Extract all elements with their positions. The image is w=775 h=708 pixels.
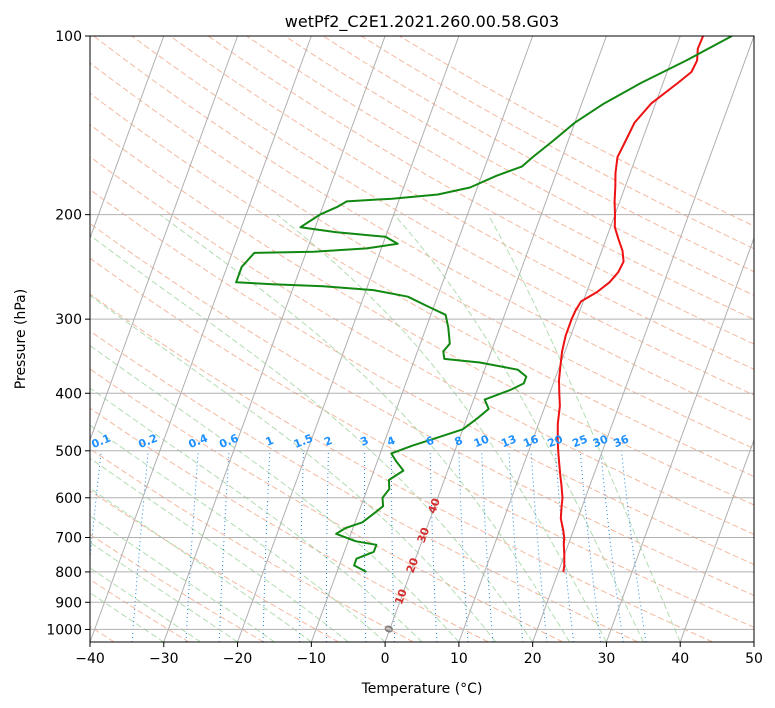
moist-adiabat-line xyxy=(90,487,312,642)
dry-adiabat-label: 40 xyxy=(425,496,443,515)
y-axis-label: Pressure (hPa) xyxy=(13,289,29,389)
y-tick-label: 400 xyxy=(55,386,82,402)
isotherm-line xyxy=(384,36,607,642)
isotherm-line xyxy=(605,236,754,642)
x-tick-label: 10 xyxy=(450,651,468,667)
moist-adiabat-line xyxy=(90,592,165,642)
isotherm-line xyxy=(163,36,386,642)
mixing-ratio-label: 36 xyxy=(612,432,631,450)
x-tick-label: 0 xyxy=(381,651,390,667)
dry-adiabat-line xyxy=(90,533,265,642)
isotherm-line xyxy=(90,36,239,442)
chart-title: wetPf2_C2E1.2021.260.00.58.G03 xyxy=(285,12,559,32)
y-tick-label: 300 xyxy=(55,312,82,328)
mixing-ratio-line xyxy=(508,450,524,642)
y-tick-label: 800 xyxy=(55,565,82,581)
dry-adiabat-line xyxy=(207,36,754,345)
series-lines xyxy=(235,36,733,573)
y-tick-label: 900 xyxy=(55,595,82,611)
y-tick-label: 500 xyxy=(55,444,82,460)
dry-adiabat-line xyxy=(90,368,564,642)
moist-adiabat-line xyxy=(90,515,275,642)
x-axis: −40 −30 −20 −10 0 10 20 30 40 50 xyxy=(75,642,763,667)
moist-adiabat-line xyxy=(393,214,644,642)
mixing-ratio-label: 30 xyxy=(591,432,610,450)
moist-adiabat-line xyxy=(90,294,497,642)
x-tick-label: −30 xyxy=(149,651,179,667)
dewpoint-line xyxy=(235,36,733,573)
x-tick-label: 40 xyxy=(671,651,689,667)
temperature-line xyxy=(556,36,705,573)
isotherm-line xyxy=(532,36,754,642)
dry-adiabat-line xyxy=(90,257,754,628)
dry-adiabat-line xyxy=(93,36,754,423)
moist-adiabat-line xyxy=(159,214,571,642)
moist-adiabat-line xyxy=(276,214,607,642)
mixing-ratio-line xyxy=(90,450,102,563)
mixing-ratio-line xyxy=(554,450,574,642)
mixing-ratio-label: 2 xyxy=(322,434,334,449)
moist-adiabat-line xyxy=(90,567,201,642)
x-tick-label: −10 xyxy=(297,651,327,667)
y-tick-label: 100 xyxy=(55,29,82,45)
y-tick-label: 1000 xyxy=(46,622,82,638)
dry-adiabat-label: 30 xyxy=(415,525,433,544)
isotherm-line xyxy=(310,36,534,642)
mixing-ratio-label: 3 xyxy=(359,434,371,449)
isotherm-line xyxy=(458,36,681,642)
dry-adiabat-label: 10 xyxy=(392,587,410,606)
dry-adiabat-line xyxy=(90,407,489,642)
x-tick-label: 50 xyxy=(745,651,763,667)
mixing-ratio-label: 10 xyxy=(472,432,491,450)
dry-adiabat-label: 0 xyxy=(382,623,397,635)
mixing-ratio-label: 20 xyxy=(546,432,565,450)
y-axis: 100 200 300 400 500 600 700 800 900 1000 xyxy=(46,29,90,638)
x-axis-label: Temperature (°C) xyxy=(361,681,483,697)
mixing-ratio-label: 1 xyxy=(264,434,276,449)
dry-adiabat-line xyxy=(90,490,339,642)
isotherm-line xyxy=(90,36,165,240)
moist-adiabat-line xyxy=(90,234,534,642)
mixing-ratio-line xyxy=(185,450,199,642)
y-tick-label: 700 xyxy=(55,531,82,547)
dry-adiabat-line xyxy=(90,92,754,478)
grid-lines xyxy=(90,36,754,642)
dry-adiabat-line xyxy=(90,222,754,597)
x-tick-label: −40 xyxy=(75,651,105,667)
moist-adiabat-line xyxy=(90,541,238,642)
x-tick-label: 30 xyxy=(598,651,616,667)
dry-adiabat-line xyxy=(131,36,754,396)
y-tick-label: 200 xyxy=(55,208,82,224)
moist-adiabat-line xyxy=(90,457,349,642)
moist-adiabat-line xyxy=(90,424,386,642)
isotherm-line xyxy=(237,36,460,642)
dry-adiabat-line xyxy=(90,62,754,450)
mixing-ratio-label: 13 xyxy=(499,432,518,450)
moist-adiabat-line xyxy=(90,387,423,642)
dry-adiabat-line xyxy=(90,293,713,642)
mixing-ratio-line xyxy=(530,450,548,642)
isotherm-line xyxy=(90,36,312,642)
moist-adiabat-line xyxy=(487,214,681,642)
background-lines xyxy=(90,36,754,642)
mixing-ratio-line xyxy=(481,450,494,642)
dry-adiabat-line xyxy=(90,124,754,506)
mixing-ratio-line xyxy=(458,450,469,642)
mixing-ratio-line xyxy=(579,450,602,642)
mixing-ratio-label: 8 xyxy=(453,434,465,449)
moist-adiabat-line xyxy=(90,344,460,642)
dry-adiabat-line xyxy=(90,156,754,535)
mixing-ratio-label: 25 xyxy=(570,432,589,450)
plot-frame xyxy=(89,35,755,643)
mixing-ratio-label: 16 xyxy=(521,432,540,450)
mixing-ratio-line xyxy=(218,450,230,642)
isotherm-line xyxy=(679,438,754,642)
x-tick-label: −20 xyxy=(223,651,253,667)
x-tick-label: 20 xyxy=(524,651,542,667)
y-tick-label: 600 xyxy=(55,491,82,507)
dry-adiabat-label: 20 xyxy=(404,556,422,575)
dry-adiabat-line xyxy=(284,36,754,296)
